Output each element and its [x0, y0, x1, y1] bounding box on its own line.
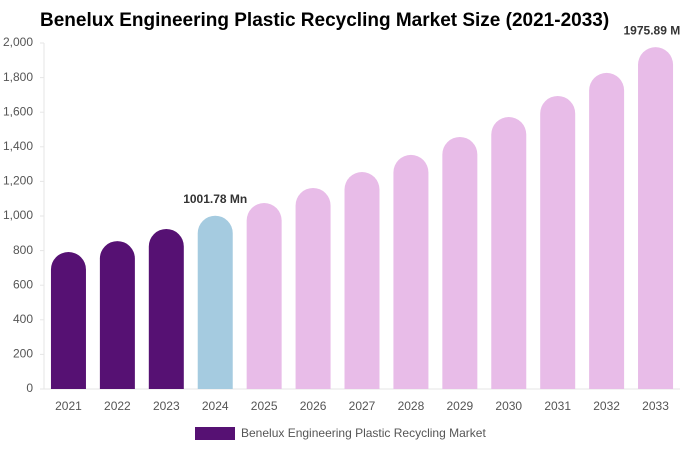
x-tick-label: 2024: [202, 399, 229, 413]
y-tick-label: 600: [13, 277, 33, 291]
x-tick-label: 2026: [300, 399, 327, 413]
x-tick-label: 2029: [446, 399, 473, 413]
y-tick-label: 1,800: [3, 70, 33, 84]
x-tick-label: 2030: [495, 399, 522, 413]
x-tick-label: 2027: [349, 399, 376, 413]
y-tick-label: 400: [13, 312, 33, 326]
value-label: 1001.78 Mn: [183, 192, 247, 206]
bar: [393, 154, 429, 389]
y-tick-label: 0: [26, 381, 33, 395]
bar: [99, 241, 135, 389]
x-tick-label: 2021: [55, 399, 82, 413]
bar: [442, 136, 478, 389]
bar: [50, 251, 86, 389]
bar: [638, 47, 674, 390]
bar: [295, 187, 331, 389]
y-tick-label: 2,000: [3, 35, 33, 49]
bar: [344, 172, 380, 389]
y-tick-label: 1,400: [3, 139, 33, 153]
x-tick-label: 2022: [104, 399, 131, 413]
bar: [540, 95, 576, 390]
bar: [197, 215, 233, 389]
x-tick-label: 2031: [544, 399, 571, 413]
legend-label: Benelux Engineering Plastic Recycling Ma…: [241, 426, 486, 440]
x-tick-label: 2032: [593, 399, 620, 413]
bar: [246, 203, 282, 389]
y-tick-label: 1,200: [3, 174, 33, 188]
y-tick-label: 1,600: [3, 104, 33, 118]
bar: [589, 72, 625, 389]
legend-swatch: [195, 427, 235, 440]
y-tick-label: 1,000: [3, 208, 33, 222]
value-label: 1975.89 Mn: [624, 23, 680, 37]
chart-title: Benelux Engineering Plastic Recycling Ma…: [40, 10, 609, 31]
x-tick-label: 2023: [153, 399, 180, 413]
x-tick-label: 2025: [251, 399, 278, 413]
y-tick-label: 200: [13, 347, 33, 361]
bar: [491, 117, 527, 389]
y-tick-label: 800: [13, 243, 33, 257]
x-tick-label: 2033: [642, 399, 669, 413]
x-tick-label: 2028: [398, 399, 425, 413]
bar: [148, 228, 184, 389]
